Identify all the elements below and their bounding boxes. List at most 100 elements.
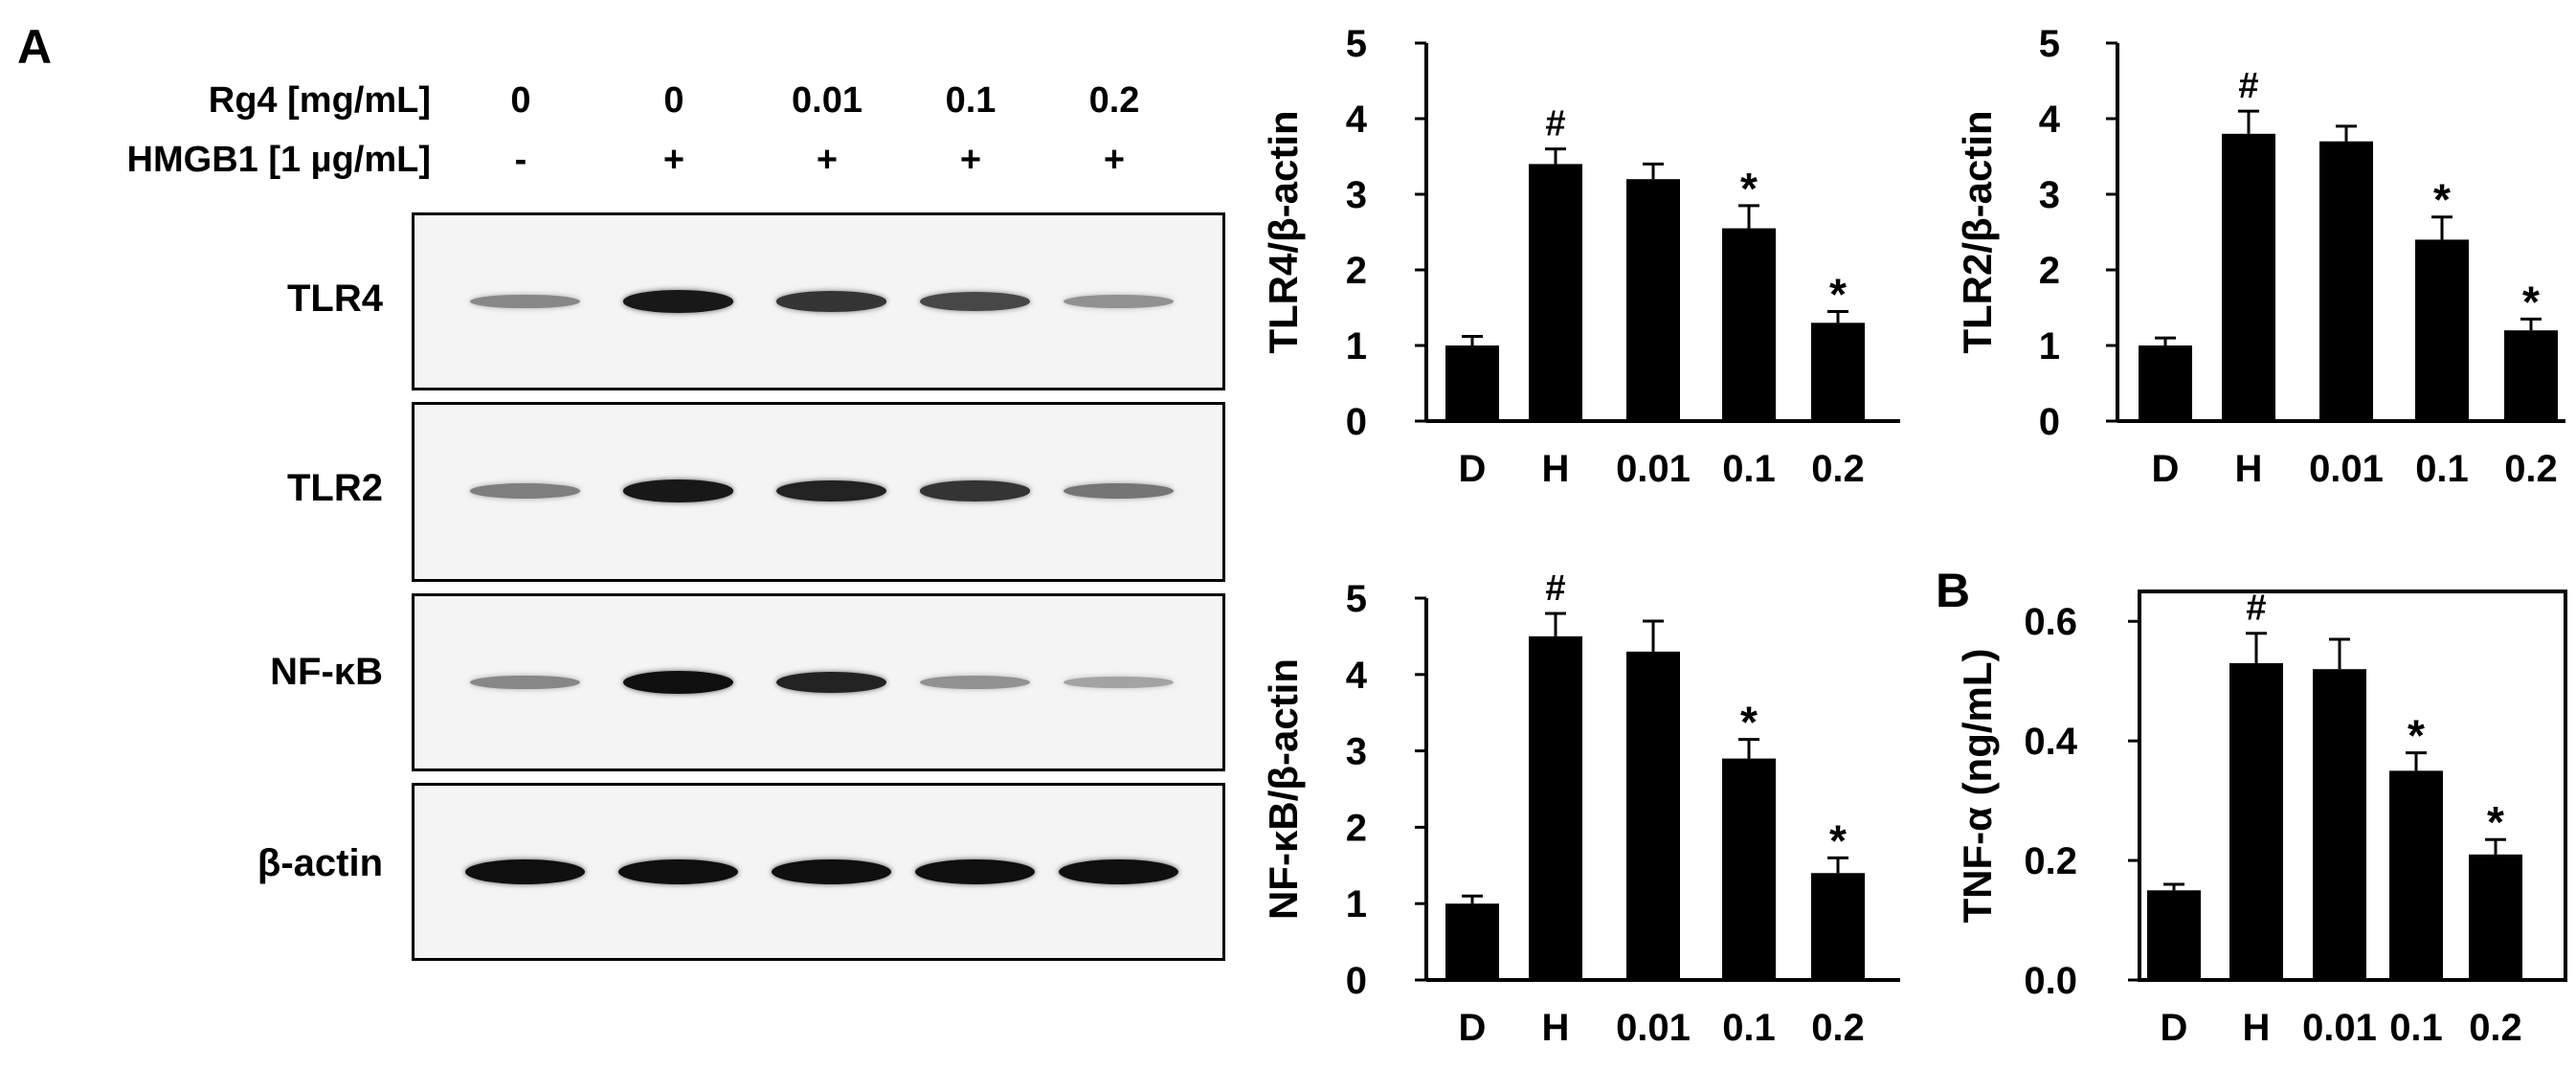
y-tick-label: 0 [2039, 401, 2060, 443]
blot-image-beta-actin [412, 783, 1225, 961]
x-tick-label: 0.1 [2389, 1007, 2443, 1049]
panel-b-label: B [1936, 564, 1971, 617]
blot-band [622, 671, 733, 694]
blot-band [775, 479, 886, 502]
bar [2147, 890, 2201, 980]
y-tick-label: 3 [1346, 174, 1367, 216]
bar [2319, 141, 2373, 421]
bar [1626, 179, 1680, 421]
y-tick-label: 1 [2039, 325, 2060, 367]
rg4-value-4: 0.1 [945, 80, 997, 121]
y-tick-label: 1 [1346, 325, 1367, 367]
y-tick-label: 0.4 [2024, 721, 2077, 763]
blot-image-nfkb [412, 593, 1225, 771]
blot-band [617, 859, 738, 884]
rg4-value-3: 0.01 [792, 80, 862, 121]
y-tick-label: 4 [2039, 99, 2061, 141]
bar [1811, 323, 1865, 421]
bar [1626, 651, 1680, 980]
significance-marker: # [2246, 589, 2266, 629]
bar [2415, 239, 2469, 421]
bar [1529, 164, 1582, 421]
blot-band [919, 292, 1030, 311]
chart-tlr4: 0 1 2 3 4 5 TLR4/β-actin D # H 0.01 * 0.1 * 0.2 [1261, 23, 1900, 490]
blot-band [775, 671, 886, 694]
x-tick-label: 0.01 [2309, 448, 2384, 490]
rg4-value-2: 0 [663, 80, 684, 121]
y-tick-label: 2 [1346, 250, 1367, 292]
bar [2313, 669, 2366, 980]
x-tick-label: 0.2 [2469, 1007, 2522, 1049]
x-tick-label: 0.01 [1616, 1007, 1691, 1049]
x-tick-label: 0.2 [1811, 1007, 1865, 1049]
x-tick-label: H [2243, 1007, 2271, 1049]
y-tick-label: 0.6 [2024, 601, 2077, 643]
y-tick-label: 0 [1346, 960, 1367, 1002]
x-tick-label: 0.1 [1722, 448, 1776, 490]
blot-image-tlr2 [412, 402, 1225, 582]
y-tick-label: 0.2 [2024, 840, 2077, 882]
blot-band [469, 483, 580, 499]
x-tick-label: 0.1 [1722, 1007, 1776, 1049]
hmgb1-value-2: + [662, 140, 685, 180]
bar [1445, 903, 1499, 980]
bar [2222, 133, 2275, 422]
blot-band [919, 480, 1030, 501]
x-tick-label: 0.01 [2302, 1007, 2377, 1049]
blot-image-tlr4 [412, 212, 1225, 390]
x-tick-label: H [1542, 448, 1570, 490]
blot-band [1058, 859, 1178, 884]
y-tick-label: 2 [1346, 807, 1367, 849]
blot-band [914, 859, 1035, 884]
blot-band [1063, 676, 1174, 689]
y-tick-label: 2 [2039, 250, 2060, 292]
x-tick-label: D [1459, 448, 1487, 490]
x-tick-label: H [2235, 448, 2263, 490]
hmgb1-value-3: + [816, 140, 839, 180]
x-tick-label: 0.2 [1811, 448, 1865, 490]
hmgb1-value-4: + [959, 140, 982, 180]
significance-marker: # [1545, 568, 1565, 609]
y-tick-label: 0.0 [2024, 960, 2077, 1002]
significance-marker: # [1545, 104, 1565, 145]
y-tick-label: 4 [1346, 655, 1368, 697]
rg4-row-label: Rg4 [mg/mL] [208, 80, 431, 121]
bar [1722, 758, 1776, 980]
bar [2139, 345, 2192, 421]
hmgb1-value-1: - [514, 140, 527, 180]
significance-marker: * [2408, 711, 2425, 761]
blot-band [622, 479, 733, 502]
blot-band [771, 859, 891, 884]
bar [2469, 854, 2522, 980]
blot-label-beta-actin: β-actin [257, 842, 383, 884]
chart-tnf-alpha: 0.0 0.2 0.4 0.6 TNF-α (ng/mL) D # H 0.01 * 0.1 * 0.2 [1955, 589, 2567, 1049]
blot-band [1063, 482, 1174, 500]
bar [1445, 345, 1499, 421]
significance-marker: * [1829, 269, 1847, 319]
x-tick-label: D [2161, 1007, 2188, 1049]
significance-marker: * [2487, 797, 2504, 847]
blot-band [469, 675, 580, 690]
y-tick-label: 3 [1346, 731, 1367, 773]
y-axis-label: TNF-α (ng/mL) [1955, 648, 2000, 923]
blot-band [775, 291, 886, 312]
y-axis-label: TLR4/β-actin [1261, 110, 1306, 353]
bar [2229, 662, 2283, 980]
bar [1722, 228, 1776, 421]
x-tick-label: D [2152, 448, 2180, 490]
blot-band [469, 294, 580, 309]
significance-marker: * [1740, 164, 1758, 213]
y-axis-label: NF-κB/β-actin [1261, 658, 1306, 920]
significance-marker: * [1740, 698, 1758, 747]
x-tick-label: H [1542, 1007, 1570, 1049]
x-tick-label: 0.2 [2504, 448, 2558, 490]
y-tick-label: 5 [2039, 23, 2060, 65]
y-axis-label: TLR2/β-actin [1955, 110, 2000, 353]
x-tick-label: 0.01 [1616, 448, 1691, 490]
y-tick-label: 0 [1346, 401, 1367, 443]
chart-tlr2: 0 1 2 3 4 5 TLR2/β-actin D # H 0.01 * 0.1 * 0.2 [1955, 23, 2565, 490]
blot-label-nfkb: NF-κB [270, 651, 383, 693]
y-tick-label: 4 [1346, 99, 1368, 141]
y-tick-label: 1 [1346, 883, 1367, 925]
